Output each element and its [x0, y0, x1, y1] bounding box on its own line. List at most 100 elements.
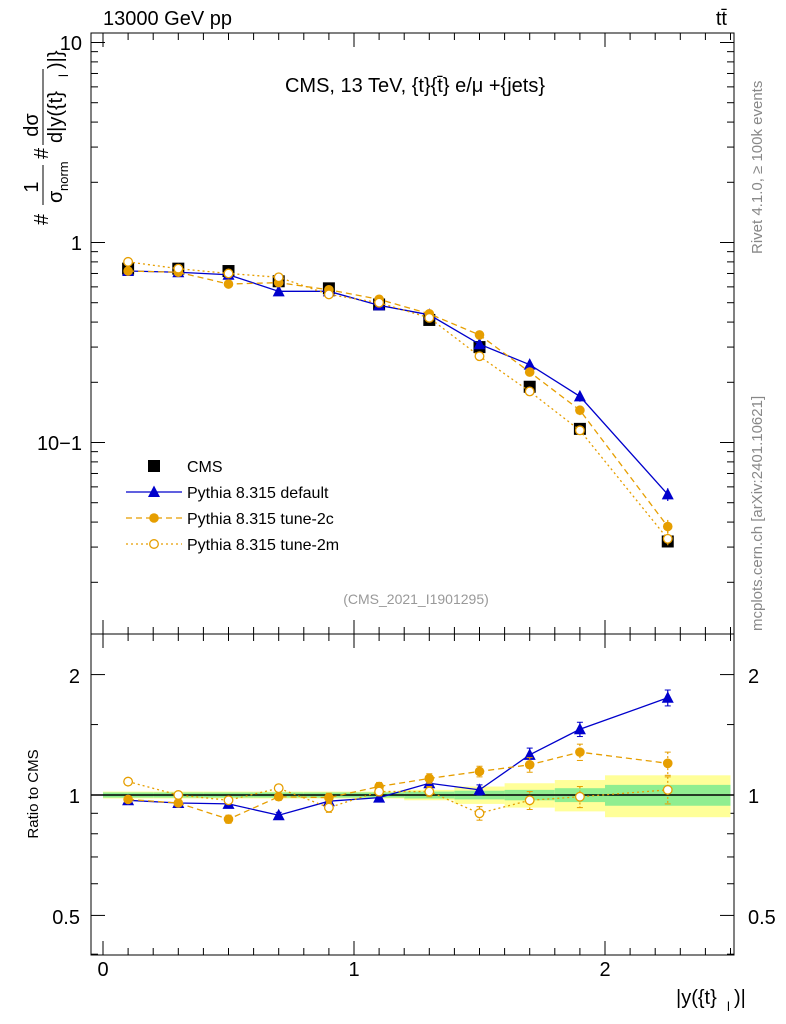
- data-point: [223, 268, 234, 279]
- svg-text:)|: )|: [734, 987, 746, 1009]
- legend-entry-1: Pythia 8.315 default: [126, 485, 329, 502]
- data-point: [173, 263, 184, 274]
- main-y-tick-label-1: 1: [71, 233, 82, 255]
- ratio-point: [223, 814, 234, 824]
- svg-text:dσ: dσ: [21, 113, 43, 137]
- process-label: tt̄: [716, 8, 728, 30]
- data-point: [662, 521, 673, 532]
- svg-text:norm: norm: [56, 161, 71, 191]
- legend-entry-0: CMS: [148, 459, 223, 476]
- svg-text:σ: σ: [45, 190, 67, 203]
- main-series-pythia-8-315-tune-2m: [123, 256, 673, 548]
- ratio-point: [424, 773, 435, 784]
- x-tick-label-1: 1: [348, 959, 359, 981]
- svg-text:#: #: [31, 147, 53, 159]
- data-point: [575, 405, 585, 416]
- legend-label: CMS: [187, 459, 223, 476]
- data-point: [661, 487, 674, 500]
- ratio-y-tick-label-right-0.5: 0.5: [748, 907, 776, 929]
- ratio-point: [662, 758, 673, 769]
- data-point: [272, 284, 285, 297]
- main-y-axis-label: # 1 σ norm # dσ d|y({t} l )|}: [21, 50, 71, 225]
- main-y-tick-label-0.1: 10−1: [37, 433, 82, 455]
- ratio-y-tick-label-0.5: 0.5: [52, 907, 80, 929]
- legend-label: Pythia 8.315 tune-2m: [187, 537, 339, 554]
- data-point: [524, 367, 535, 377]
- ratio-point: [575, 747, 585, 757]
- ratio-y-tick-label-right-2: 2: [748, 666, 759, 688]
- x-axis-label: |y({t} l )|: [676, 987, 746, 1014]
- mcplots-label: mcplots.cern.ch [arXiv:2401.10621]: [749, 396, 766, 631]
- legend-label: Pythia 8.315 tune-2c: [187, 511, 334, 528]
- plot-title: CMS, 13 TeV, {t}{t̄} e/μ +{jets}: [285, 75, 545, 97]
- ratio-point: [474, 808, 485, 819]
- data-point: [574, 425, 585, 436]
- data-point: [223, 279, 234, 289]
- analysis-label: (CMS_2021_I1901295): [343, 591, 489, 607]
- x-tick-label-2: 2: [599, 959, 610, 981]
- data-point: [123, 266, 133, 276]
- ratio-point: [661, 691, 674, 703]
- svg-text:l: l: [56, 74, 71, 77]
- data-point: [473, 337, 486, 350]
- main-y-tick-label-10: 10: [60, 33, 82, 55]
- ratio-point: [424, 786, 435, 797]
- ratio-point: [524, 795, 535, 806]
- data-point: [474, 330, 485, 340]
- ratio-series-pythia-8-315-tune-2m: [123, 776, 673, 821]
- ratio-point: [374, 786, 385, 797]
- ratio-point: [173, 798, 184, 808]
- data-point: [474, 351, 485, 362]
- data-point: [323, 289, 334, 300]
- ratio-point: [473, 783, 486, 795]
- ratio-point: [474, 766, 485, 777]
- ratio-point: [373, 791, 386, 803]
- main-series-layer: [122, 256, 674, 548]
- rivet-label: Rivet 4.1.0, ≥ 100k events: [749, 81, 766, 254]
- ratio-point: [273, 783, 284, 794]
- ratio-point: [173, 790, 184, 800]
- data-point: [424, 312, 435, 323]
- legend-marker: [149, 539, 159, 549]
- x-tick-label-0: 0: [97, 959, 108, 981]
- ratio-point: [574, 791, 585, 802]
- legend-marker: [148, 485, 160, 497]
- ratio-y-tick-label-1: 1: [69, 786, 80, 808]
- data-point: [123, 256, 134, 267]
- svg-text:l: l: [727, 999, 730, 1014]
- legend-label: Pythia 8.315 default: [187, 485, 329, 502]
- svg-text:d|y({t}: d|y({t}: [45, 91, 67, 143]
- ratio-series-layer: [122, 689, 674, 824]
- data-point: [573, 389, 586, 402]
- data-point: [662, 533, 673, 544]
- ratio-point: [324, 792, 334, 803]
- ratio-point: [524, 759, 535, 770]
- ratio-line: [128, 751, 668, 820]
- ratio-y-tick-label-2: 2: [69, 666, 80, 688]
- legend-marker: [148, 460, 160, 472]
- ratio-point: [123, 794, 133, 805]
- data-point: [523, 358, 536, 370]
- ratio-point: [573, 722, 586, 735]
- ratio-y-axis-label: Ratio to CMS: [25, 749, 42, 838]
- svg-text:)|}: )|}: [45, 50, 67, 69]
- svg-text:#: #: [31, 213, 53, 225]
- data-point: [273, 272, 284, 283]
- data-point: [374, 297, 385, 308]
- data-point: [524, 386, 535, 397]
- legend: CMS Pythia 8.315 default Pythia 8.315 tune…: [126, 459, 339, 554]
- ratio-point: [272, 808, 285, 821]
- svg-text:|y({t}: |y({t}: [676, 987, 717, 1009]
- ratio-point: [123, 776, 134, 787]
- legend-entry-2: Pythia 8.315 tune-2c: [126, 511, 334, 528]
- legend-marker: [149, 513, 159, 523]
- ratio-y-tick-label-right-1: 1: [748, 786, 759, 808]
- energy-label: 13000 GeV pp: [103, 8, 232, 30]
- ratio-series-pythia-8-315-tune-2c: [123, 743, 673, 824]
- ratio-point: [323, 802, 334, 813]
- legend-entry-3: Pythia 8.315 tune-2m: [126, 537, 339, 554]
- ratio-point: [223, 795, 234, 806]
- svg-text:1: 1: [21, 181, 43, 192]
- ratio-point: [523, 748, 536, 760]
